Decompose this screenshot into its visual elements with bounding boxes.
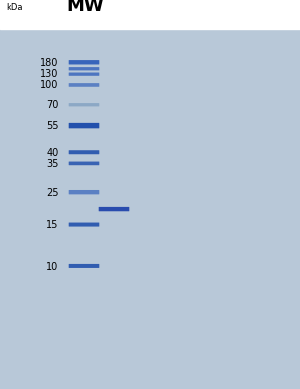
FancyBboxPatch shape xyxy=(69,223,99,226)
Text: 180: 180 xyxy=(40,58,58,68)
Text: kDa: kDa xyxy=(6,3,22,12)
FancyBboxPatch shape xyxy=(69,103,99,106)
FancyBboxPatch shape xyxy=(69,123,99,128)
FancyBboxPatch shape xyxy=(99,207,129,211)
Text: 130: 130 xyxy=(40,69,58,79)
Text: 40: 40 xyxy=(46,148,59,158)
Text: 25: 25 xyxy=(46,188,58,198)
FancyBboxPatch shape xyxy=(69,67,99,70)
Text: 55: 55 xyxy=(46,121,58,131)
FancyBboxPatch shape xyxy=(69,60,99,65)
Bar xyxy=(66,29,300,389)
FancyBboxPatch shape xyxy=(69,150,99,154)
Text: 70: 70 xyxy=(46,100,59,110)
Text: MW: MW xyxy=(66,0,104,15)
FancyBboxPatch shape xyxy=(69,83,99,87)
FancyBboxPatch shape xyxy=(69,72,99,76)
FancyBboxPatch shape xyxy=(69,190,99,194)
FancyBboxPatch shape xyxy=(69,161,99,165)
Text: 15: 15 xyxy=(46,220,59,230)
FancyBboxPatch shape xyxy=(69,264,99,268)
Text: 35: 35 xyxy=(46,159,59,169)
Bar xyxy=(0,0,300,29)
Text: 100: 100 xyxy=(40,80,58,90)
Text: 10: 10 xyxy=(46,262,59,272)
